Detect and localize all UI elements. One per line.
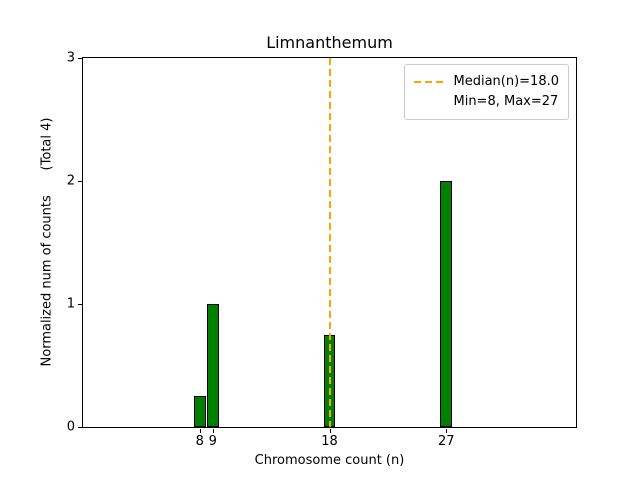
y-tick-label: 2: [66, 173, 75, 189]
y-tick-mark: [78, 304, 82, 305]
y-axis-label: Normalized num of counts (Total 4): [39, 117, 55, 367]
empty-swatch: [414, 101, 444, 103]
x-tick-label: 18: [321, 434, 338, 449]
x-tick-mark: [199, 429, 201, 433]
x-axis-label: Chromosome count (n): [254, 453, 405, 468]
chart-title: Limnanthemum: [266, 33, 393, 52]
legend-item-minmax: Min=8, Max=27: [414, 92, 559, 112]
y-tick-label: 3: [66, 50, 75, 66]
legend-label-median: Median(n)=18.0: [453, 74, 559, 89]
legend: Median(n)=18.0 Min=8, Max=27: [404, 64, 569, 120]
bar-x27: [440, 181, 453, 427]
y-tick-label: 1: [66, 296, 75, 312]
bar-x8: [193, 396, 206, 427]
y-tick-mark: [78, 181, 82, 182]
median-dashed-line-swatch: [414, 81, 445, 83]
bar-x9: [206, 304, 219, 427]
median-line: [328, 58, 331, 427]
legend-label-minmax: Min=8, Max=27: [453, 94, 559, 109]
x-tick-mark: [212, 429, 214, 433]
legend-item-median: Median(n)=18.0: [414, 72, 559, 92]
y-tick-mark: [78, 58, 82, 59]
x-tick-mark: [446, 429, 448, 433]
x-tick-label: 27: [437, 434, 455, 449]
plot-area: Median(n)=18.0 Min=8, Max=27: [82, 57, 577, 428]
x-tick-label: 9: [208, 434, 217, 449]
x-tick-mark: [329, 429, 331, 433]
y-tick-label: 0: [66, 419, 75, 435]
y-tick-mark: [78, 427, 82, 428]
x-tick-label: 8: [195, 434, 204, 449]
